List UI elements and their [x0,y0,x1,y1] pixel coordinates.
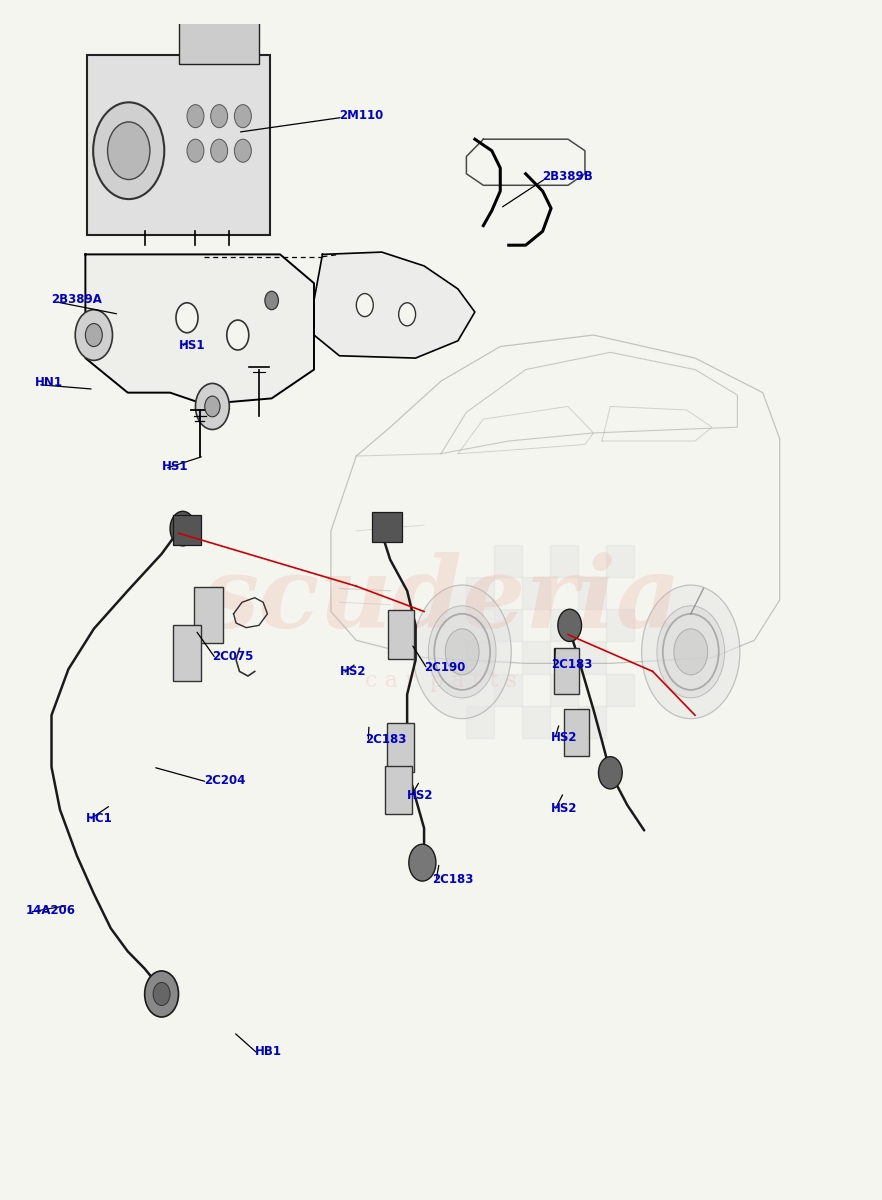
Text: 2C183: 2C183 [365,733,407,746]
Circle shape [205,396,220,416]
Circle shape [93,102,164,199]
Text: 2B389B: 2B389B [542,170,594,182]
Bar [606,610,634,642]
Circle shape [356,294,373,317]
Text: 2C183: 2C183 [551,659,593,672]
Text: HS2: HS2 [340,665,366,678]
Text: 2B389A: 2B389A [51,293,102,306]
Circle shape [145,971,178,1018]
Polygon shape [86,254,314,404]
Circle shape [196,384,229,430]
Bar [467,642,494,673]
Text: 2C075: 2C075 [213,650,254,664]
Text: 2M110: 2M110 [340,109,384,122]
Circle shape [445,629,479,674]
Bar [606,673,634,706]
Circle shape [642,586,740,719]
FancyBboxPatch shape [385,766,412,815]
Circle shape [153,983,170,1006]
Text: scuderia: scuderia [202,552,680,648]
Text: 2C190: 2C190 [424,661,466,673]
FancyBboxPatch shape [87,55,270,235]
Circle shape [86,324,102,347]
Circle shape [599,757,622,788]
Bar [522,577,550,610]
FancyBboxPatch shape [388,611,414,659]
Circle shape [657,606,725,698]
Circle shape [265,292,279,310]
Bar [494,545,522,577]
Circle shape [674,629,707,674]
FancyBboxPatch shape [554,648,579,695]
Polygon shape [314,252,475,358]
Bar [467,577,494,610]
Circle shape [75,310,113,360]
Bar [550,610,579,642]
Circle shape [108,122,150,180]
Text: HN1: HN1 [34,376,63,389]
Text: 14A206: 14A206 [26,904,76,917]
Text: HS2: HS2 [551,803,578,816]
Circle shape [211,104,228,127]
FancyBboxPatch shape [178,20,258,65]
Text: HS1: HS1 [178,340,205,353]
Bar [579,642,606,673]
Circle shape [187,139,204,162]
Bar [579,706,606,738]
Circle shape [176,302,198,332]
Bar [494,610,522,642]
FancyBboxPatch shape [173,625,201,680]
Bar [550,545,579,577]
Bar [606,545,634,577]
FancyBboxPatch shape [371,512,402,542]
Circle shape [557,610,581,642]
Circle shape [211,139,228,162]
FancyBboxPatch shape [173,515,201,545]
Text: HS1: HS1 [161,461,188,473]
Text: 2C183: 2C183 [432,872,474,886]
Text: HS2: HS2 [551,731,578,744]
Text: c a r  p a r t s: c a r p a r t s [365,670,517,691]
Bar [579,577,606,610]
Circle shape [235,139,251,162]
FancyBboxPatch shape [194,587,222,643]
Circle shape [413,586,512,719]
Text: HB1: HB1 [255,1045,281,1058]
Circle shape [429,606,496,698]
Text: HS2: HS2 [407,788,434,802]
FancyBboxPatch shape [387,724,414,772]
Circle shape [187,104,204,127]
Circle shape [409,845,436,881]
Bar [522,706,550,738]
Text: HC1: HC1 [86,811,112,824]
Bar [522,642,550,673]
FancyBboxPatch shape [564,709,589,756]
Bar [494,673,522,706]
Text: 2C204: 2C204 [204,774,245,787]
Circle shape [170,511,196,546]
Circle shape [235,104,251,127]
Bar [467,706,494,738]
Circle shape [399,302,415,326]
Circle shape [227,320,249,350]
Bar [550,673,579,706]
